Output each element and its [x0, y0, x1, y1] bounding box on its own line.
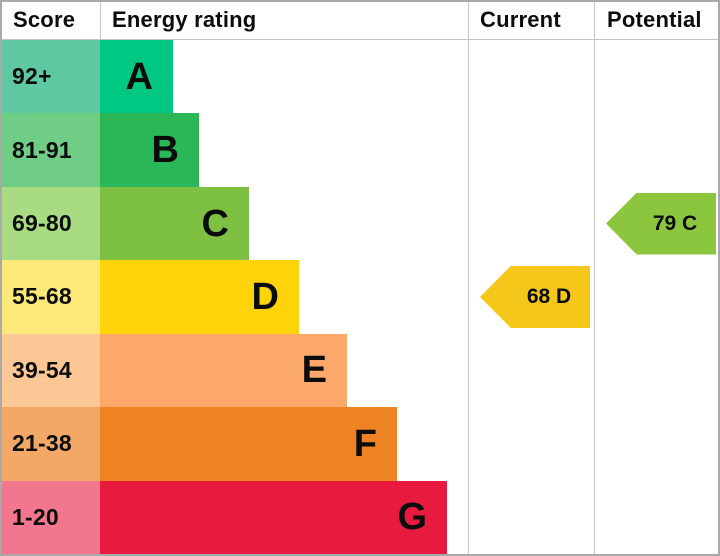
band-bar: E [100, 333, 347, 408]
band-bar: B [100, 113, 199, 187]
band-bar: G [100, 480, 447, 554]
band-bar: F [100, 407, 397, 481]
band-letter: G [397, 496, 427, 539]
band-score-range: 1-20 [2, 480, 100, 554]
band-letter: C [201, 202, 229, 245]
header-potential: Potential [607, 6, 702, 32]
band-score-range: 21-38 [2, 407, 100, 481]
header-score: Score [13, 6, 76, 32]
potential-column-divider [594, 2, 595, 554]
current-rating-arrow: 68 D [480, 265, 590, 328]
band-row-b: 81-91 B [2, 113, 718, 187]
band-bar: A [100, 40, 173, 114]
current-rating-label: 68 D [526, 284, 572, 308]
band-letter: A [125, 55, 153, 98]
band-bar: C [100, 186, 249, 261]
band-score-range: 81-91 [2, 113, 100, 187]
band-row-d: 55-68 D 68 D [2, 260, 718, 334]
potential-rating-arrow: 79 C [606, 192, 716, 255]
current-column-divider [468, 2, 469, 554]
band-score-range: 39-54 [2, 333, 100, 408]
potential-rating-label: 79 C [652, 211, 698, 235]
band-row-f: 21-38 F [2, 407, 718, 481]
score-column-divider [100, 2, 101, 40]
band-score-range: 55-68 [2, 260, 100, 334]
band-row-e: 39-54 E [2, 333, 718, 408]
band-rows: 92+ A 81-91 B 69-80 C 79 C 55-68 D [2, 40, 718, 554]
band-score-range: 69-80 [2, 186, 100, 261]
band-letter: E [301, 349, 327, 392]
band-row-a: 92+ A [2, 40, 718, 114]
header-current: Current [480, 6, 561, 32]
band-letter: D [251, 275, 279, 318]
header-energy-rating: Energy rating [112, 6, 257, 32]
band-row-c: 69-80 C 79 C [2, 186, 718, 261]
epc-header-row: Score Energy rating Current Potential [2, 2, 718, 40]
band-score-range: 92+ [2, 40, 100, 114]
band-bar: D [100, 260, 299, 334]
band-letter: B [151, 129, 179, 172]
band-row-g: 1-20 G [2, 480, 718, 554]
band-letter: F [353, 422, 377, 465]
